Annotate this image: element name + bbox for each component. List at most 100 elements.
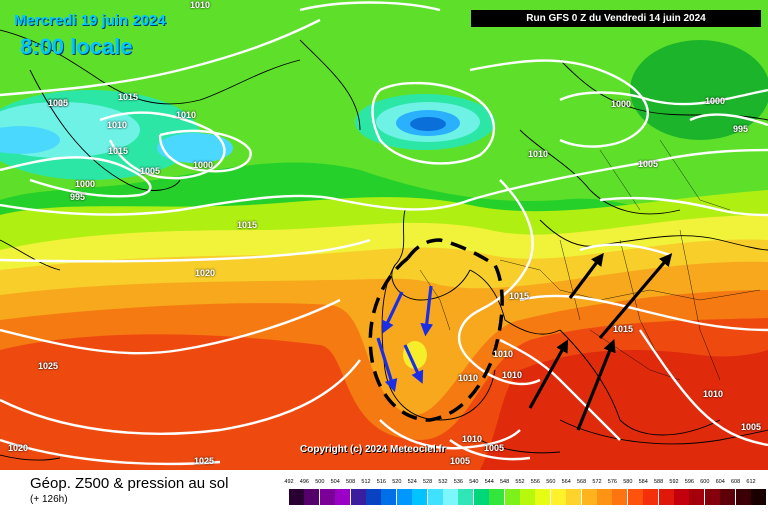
blue-arrow-icon [381,291,404,334]
scale-cell [550,489,566,505]
scale-label: 592 [669,479,679,485]
forecast-local-time: 8:00 locale [20,34,133,59]
isobar-label: 1015 [118,92,139,102]
scale-label: 500 [315,479,325,485]
low-greenland-blue2 [157,133,233,163]
scale-cell [335,489,351,505]
scale-label: 576 [607,479,617,485]
isobar-label: 1010 [458,373,479,383]
isobar-label: 1005 [450,456,471,466]
scale-label: 564 [561,479,571,485]
isobar-label: 1000 [705,96,726,106]
color-scale-labels: 492 496 500 504 508 512 516 520 524 528 532 536 540 5… [283,479,763,489]
scale-cell [597,489,612,505]
scale-label: 548 [500,479,510,485]
isobar-label: 1010 [502,370,523,380]
low-atlantic-core [410,117,446,131]
isobar-label: 1005 [484,443,505,453]
scale-label: 524 [407,479,417,485]
scale-cell [658,489,674,505]
black-arrows [528,252,673,431]
scale-label: 536 [453,479,463,485]
scale-cell [689,489,705,505]
isobar-label: 995 [733,124,749,134]
scale-cell [612,489,628,505]
blue-arrow-icon [376,337,398,393]
scale-label: 492 [284,479,294,485]
scale-cell [381,489,397,505]
scale-cell [504,489,520,505]
scale-label: 552 [515,479,525,485]
coastlines [0,29,768,461]
isobar-label: 1010 [176,110,197,120]
scale-label: 580 [623,479,633,485]
scale-cell [473,489,489,505]
scale-cell [304,489,320,505]
isobar-label: 1005 [48,98,69,108]
isobar-label: 1025 [38,361,59,371]
copyright-notice: Copyright (c) 2024 Meteociel.fr [300,444,446,455]
isobar-label: 1020 [195,268,216,278]
scale-label: 588 [654,479,664,485]
trough-dashed-line [368,238,504,422]
scale-label: 604 [715,479,725,485]
forecast-lead-time: (+ 126h) [30,494,68,505]
isobar-label: 1010 [462,434,483,444]
band-deepred [480,350,768,470]
scale-cell [720,489,736,505]
blue-arrows [376,285,434,393]
scale-label: 600 [700,479,710,485]
black-arrow-icon [598,253,673,340]
scale-label: 540 [469,479,479,485]
isobar-label: 1010 [493,349,514,359]
scale-label: 608 [731,479,741,485]
scale-label: 612 [746,479,756,485]
low-iberia-yellow [403,341,427,369]
blue-arrow-icon [403,344,424,384]
model-run-banner: Run GFS 0 Z du Vendredi 14 juin 2024 [471,10,761,27]
scale-cell [443,489,458,505]
scale-label: 596 [684,479,694,485]
scale-cell [581,489,597,505]
scale-cell [535,489,551,505]
isobar-label: 1010 [703,389,724,399]
isobar-label: 1015 [237,220,258,230]
scale-label: 504 [330,479,340,485]
scale-cell [735,489,751,505]
isobar-label: 1020 [8,443,29,453]
isobars [0,1,768,466]
isobar-label: 1000 [611,99,632,109]
isobar-label: 1015 [108,146,129,156]
black-arrow-icon [568,252,604,299]
scale-label: 584 [638,479,648,485]
scale-cell [412,489,428,505]
scale-label: 508 [346,479,356,485]
black-arrow-icon [576,339,616,431]
scale-label: 568 [577,479,587,485]
scale-cell [751,489,766,505]
scale-label: 512 [361,479,371,485]
isobar-label: 1010 [48,98,69,108]
map-title: Géop. Z500 & pression au sol [30,475,229,492]
scale-cell [396,489,412,505]
isobar-label: 1000 [75,179,96,189]
scale-cell [350,489,366,505]
scale-cell [489,489,505,505]
isobar-label: 1000 [193,160,214,170]
scale-cell [643,489,659,505]
scale-label: 528 [423,479,433,485]
scale-cell [704,489,720,505]
scale-cell [520,489,535,505]
isobar-label: 1015 [613,324,634,334]
scale-label: 520 [392,479,402,485]
isobar-label: 1010 [528,149,549,159]
isobar-label: 1005 [638,159,659,169]
blue-arrow-icon [420,285,434,337]
scale-cell [458,489,474,505]
scale-label: 572 [592,479,602,485]
scale-label: 496 [299,479,309,485]
geopotential-map [0,0,768,470]
scale-cell [319,489,335,505]
isobar-label: 1010 [190,0,211,10]
scale-cell [566,489,582,505]
